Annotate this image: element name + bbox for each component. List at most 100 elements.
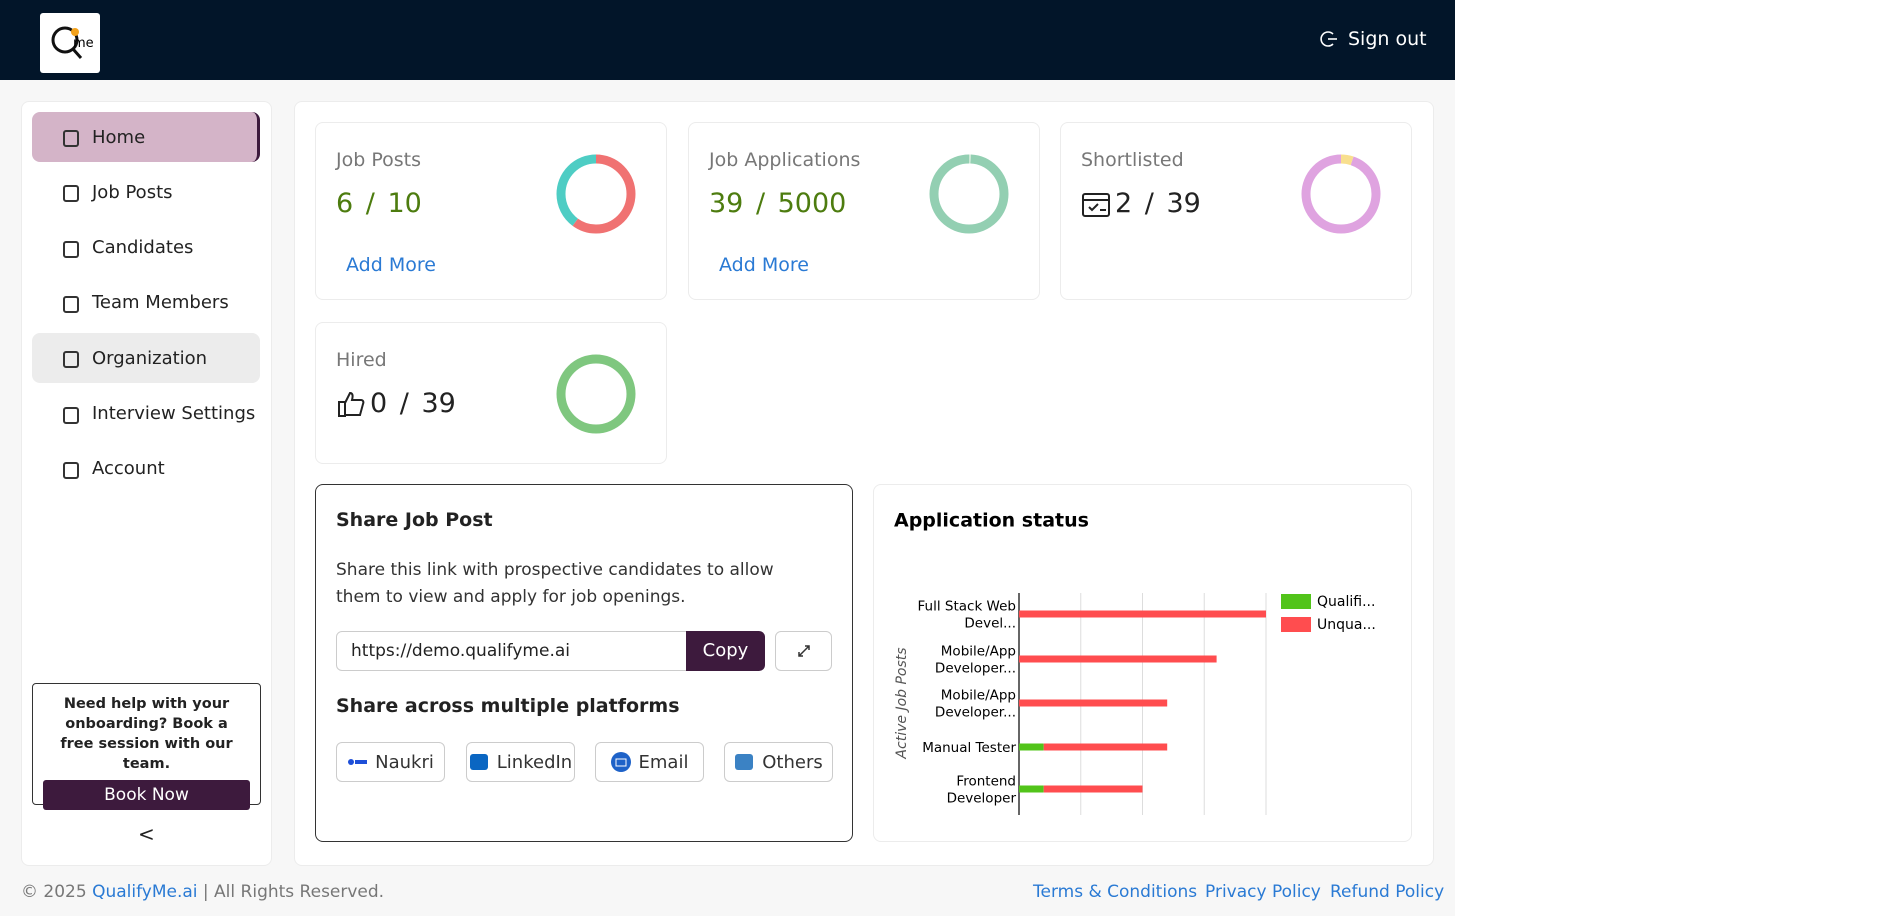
nav-icon [63, 295, 79, 313]
stat-separator: / [357, 188, 384, 219]
platform-name: Others [762, 751, 823, 773]
copyright: © 2025 QualifyMe.ai | All Rights Reserve… [21, 882, 384, 902]
share-title: Share Job Post [336, 509, 493, 531]
logo[interactable]: me [40, 13, 100, 73]
donut-rest [1301, 154, 1381, 234]
stat-icon [338, 391, 365, 417]
nav-icon [63, 406, 79, 424]
nav-item[interactable]: Job Posts [32, 167, 260, 217]
header: me Sign out [0, 0, 1455, 80]
nav-icon [63, 130, 79, 147]
platform-button[interactable]: Naukri [336, 742, 445, 782]
bar [1019, 610, 1266, 618]
platform-name: LinkedIn [496, 751, 573, 773]
bar [1043, 785, 1143, 793]
stat-card: Shortlisted 2 / 39 [1060, 122, 1412, 300]
sign-out[interactable]: Sign out [1320, 28, 1427, 50]
expand-button[interactable] [775, 631, 832, 671]
stat-count: 0 [370, 388, 388, 419]
platform-name: Email [638, 751, 689, 773]
nav-item[interactable]: Home [32, 112, 260, 162]
rights-text: | All Rights Reserved. [197, 882, 385, 902]
donut [556, 354, 636, 434]
nav-item[interactable]: Candidates [32, 223, 260, 273]
stat-value: 2 / 39 [1081, 188, 1201, 219]
stat-separator: / [747, 188, 774, 219]
nav-item[interactable]: Interview Settings [32, 389, 260, 439]
stat-count: 39 [709, 188, 744, 219]
platforms-title: Share across multiple platforms [336, 695, 680, 717]
platform-icon [610, 752, 631, 772]
stat-title: Shortlisted [1081, 149, 1184, 171]
stat-value: 0 / 39 [336, 388, 456, 419]
nav-item[interactable]: Account [32, 444, 260, 494]
stat-card: Hired 0 / 39 [315, 322, 667, 464]
stat-card: Job Applications 39 / 5000 Add More [688, 122, 1040, 300]
stat-total: 39 [421, 388, 456, 419]
copy-button[interactable]: Copy [686, 631, 765, 671]
logo-text: me [73, 36, 94, 51]
donut-count [929, 154, 1009, 234]
share-description: Share this link with prospective candida… [336, 560, 774, 607]
legend-label: Unqua... [1317, 617, 1376, 633]
chart: Application status Active Job Posts Full… [894, 510, 1376, 815]
nav-icon [63, 461, 79, 479]
chart-title: Application status [894, 510, 1089, 532]
logo-icon: me [51, 26, 94, 59]
platform-icon [348, 759, 368, 765]
platform-button[interactable]: Others [724, 742, 833, 782]
stat-card: Job Posts 6 / 10 Add More [315, 122, 667, 300]
y-tick-label: Frontend Developer [947, 774, 1017, 807]
nav-icon [63, 185, 79, 203]
book-now[interactable]: Book Now [43, 780, 250, 810]
y-tick-label: Full Stack Web Devel... [918, 599, 1016, 632]
footer-link[interactable]: Refund Policy [1330, 882, 1445, 902]
platform-button[interactable]: Email [595, 742, 704, 782]
stat-title: Job Posts [336, 149, 421, 171]
stat-separator: / [391, 388, 418, 419]
donut [1301, 154, 1381, 234]
donut [929, 154, 1009, 234]
y-tick-label: Mobile/App Developer... [935, 688, 1016, 721]
legend-swatch [1281, 594, 1311, 609]
stat-title: Job Applications [709, 149, 861, 171]
y-tick-label: Manual Tester [922, 740, 1016, 756]
sign-out-icon [1320, 31, 1337, 47]
stat-count: 2 [1115, 188, 1133, 219]
help-text: Need help with your onboarding? Book a f… [60, 696, 233, 772]
footer-link[interactable]: Terms & Conditions [1033, 882, 1198, 902]
stat-icon [1082, 192, 1110, 217]
add-more[interactable]: Add More [719, 254, 809, 276]
footer-link[interactable]: Privacy Policy [1205, 882, 1321, 902]
nav-item[interactable]: Organization [32, 333, 260, 384]
link-input[interactable]: https://demo.qualifyme.ai [336, 631, 687, 671]
stat-separator: / [1136, 188, 1163, 219]
platform-name: Naukri [375, 751, 434, 773]
donut-rest [929, 154, 1009, 234]
brand-link[interactable]: QualifyMe.ai [92, 882, 198, 902]
legend-label: Qualifi... [1317, 594, 1375, 610]
platform-icon [735, 754, 754, 770]
donut [556, 154, 636, 234]
sign-out-text: Sign out [1348, 28, 1427, 50]
bar [1043, 743, 1168, 751]
bar [1019, 785, 1044, 793]
y-tick-label: Mobile/App Developer... [935, 644, 1016, 677]
stat-total: 10 [387, 188, 422, 219]
collapse[interactable]: < [138, 822, 155, 846]
copyright-text: © 2025 [21, 882, 93, 902]
bar [1019, 699, 1168, 707]
donut-rest [556, 354, 636, 434]
stat-count: 6 [336, 188, 354, 219]
legend-swatch [1281, 617, 1311, 632]
help-box: Need help with your onboarding? Book a f… [32, 683, 261, 810]
stat-total: 39 [1166, 188, 1201, 219]
donut-count [556, 154, 636, 234]
stat-value: 39 / 5000 [709, 188, 846, 219]
stat-title: Hired [336, 349, 387, 371]
nav-item[interactable]: Team Members [32, 278, 260, 328]
nav-icon [63, 351, 79, 369]
platform-button[interactable]: LinkedIn [466, 742, 575, 782]
add-more[interactable]: Add More [346, 254, 436, 276]
platform-icon [469, 754, 488, 770]
